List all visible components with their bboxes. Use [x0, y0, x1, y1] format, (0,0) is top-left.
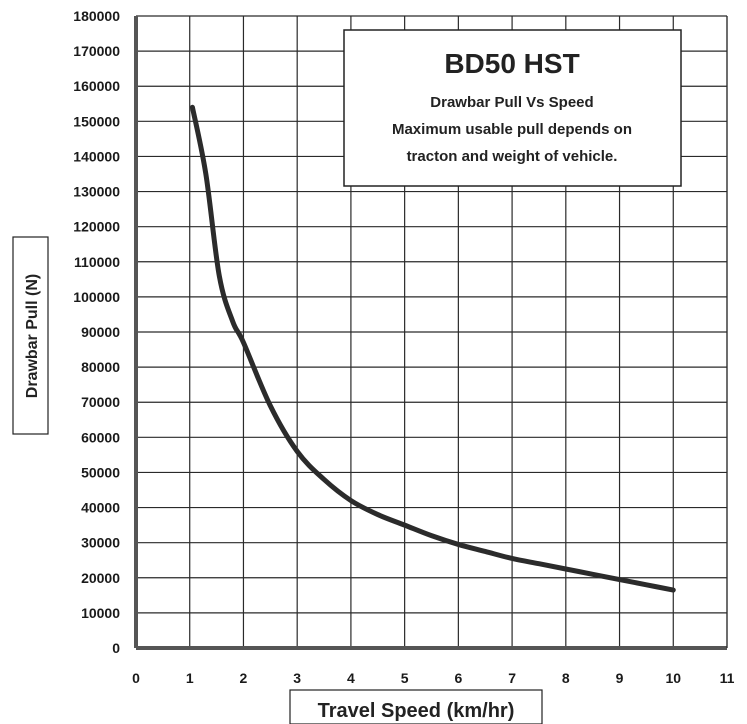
series-line: [189, 104, 676, 593]
plot-frame: [134, 16, 728, 650]
y-axis-label-box: [12, 236, 49, 435]
y-tick-label: 110000: [74, 254, 120, 270]
x-tick-label: 3: [293, 670, 301, 686]
x-tick-labels: 0 1 2 3 4 5 6 7 8 9 10 11: [132, 670, 735, 686]
y-tick-label: 40000: [81, 500, 120, 516]
y-tick-label: 170000: [73, 43, 120, 59]
y-tick-label: 70000: [81, 394, 120, 410]
y-tick-label: 100000: [73, 289, 120, 305]
y-tick-label: 10000: [81, 605, 120, 621]
y-tick-label: 150000: [73, 113, 120, 129]
title-box: BD50 HST Drawbar Pull Vs Speed Maximum u…: [343, 29, 682, 187]
y-tick-label: 50000: [81, 464, 120, 480]
x-tick-label: 7: [508, 670, 516, 686]
x-tick-label: 10: [665, 670, 681, 686]
y-tick-label: 60000: [81, 429, 120, 445]
x-tick-label: 6: [454, 670, 462, 686]
y-tick-label: 90000: [81, 324, 120, 340]
y-tick-label: 120000: [73, 219, 120, 235]
y-tick-labels: 0 10000 20000 30000 40000 50000 60000 70000 8000…: [73, 8, 120, 656]
y-tick-label: 160000: [73, 78, 120, 94]
x-tick-label: 5: [401, 670, 409, 686]
y-tick-label: 130000: [73, 184, 120, 200]
x-tick-label: 11: [720, 670, 735, 686]
x-axis-label-text: Travel Speed (km/hr): [318, 700, 515, 722]
y-tick-label: 20000: [81, 570, 120, 586]
x-tick-label: 0: [132, 670, 140, 686]
title-box-border: [343, 29, 682, 187]
chart-note-line-1: Maximum usable pull depends on: [392, 121, 632, 138]
chart-subtitle: Drawbar Pull Vs Speed: [430, 94, 593, 111]
y-tick-label: 0: [112, 640, 120, 656]
x-tick-label: 2: [240, 670, 248, 686]
x-axis-label-box: [289, 689, 543, 724]
y-axis-label-text: Drawbar Pull (N): [24, 274, 41, 398]
chart-title: BD50 HST: [444, 48, 579, 79]
y-tick-label: 180000: [73, 8, 120, 24]
y-axis-label: Drawbar Pull (N): [12, 236, 49, 435]
x-tick-label: 9: [616, 670, 624, 686]
chart-note-line-2: tracton and weight of vehicle.: [407, 148, 618, 165]
x-tick-label: 4: [347, 670, 355, 686]
series-layer: [189, 104, 676, 593]
x-tick-label: 1: [186, 670, 194, 686]
y-tick-label: 30000: [81, 535, 120, 551]
y-tick-label: 80000: [81, 359, 120, 375]
x-axis-label: Travel Speed (km/hr): [289, 689, 543, 724]
y-tick-label: 140000: [73, 148, 120, 164]
x-tick-label: 8: [562, 670, 570, 686]
